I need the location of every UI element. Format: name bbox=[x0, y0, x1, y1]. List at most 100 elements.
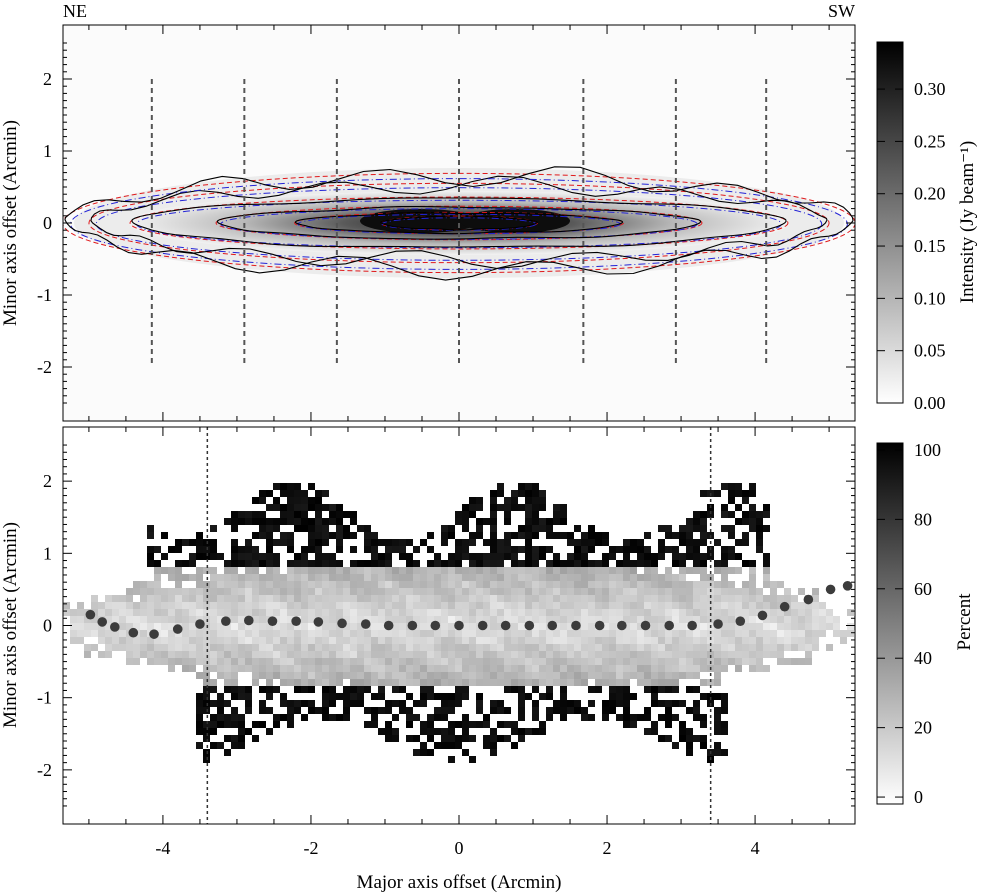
map-pixel bbox=[196, 644, 203, 651]
map-pixel bbox=[210, 721, 217, 728]
map-pixel bbox=[511, 672, 518, 679]
ridge-point bbox=[547, 620, 558, 631]
map-pixel bbox=[497, 574, 504, 581]
map-pixel bbox=[294, 574, 301, 581]
map-pixel bbox=[182, 644, 189, 651]
map-pixel bbox=[280, 595, 287, 602]
map-pixel bbox=[805, 644, 812, 651]
map-pixel bbox=[259, 665, 266, 672]
map-pixel bbox=[364, 602, 371, 609]
map-pixel bbox=[196, 609, 203, 616]
map-pixel bbox=[469, 553, 476, 560]
map-pixel bbox=[686, 532, 693, 539]
map-pixel bbox=[672, 686, 679, 693]
top-colorbar-ticks: 0.000.050.100.150.200.250.30 bbox=[877, 79, 946, 413]
map-pixel bbox=[798, 588, 805, 595]
map-pixel bbox=[497, 588, 504, 595]
map-pixel bbox=[315, 637, 322, 644]
map-pixel bbox=[581, 602, 588, 609]
map-pixel bbox=[343, 532, 350, 539]
map-pixel bbox=[385, 574, 392, 581]
map-pixel bbox=[497, 679, 504, 686]
map-pixel bbox=[518, 630, 525, 637]
map-pixel bbox=[560, 693, 567, 700]
map-pixel bbox=[315, 672, 322, 679]
map-pixel bbox=[385, 602, 392, 609]
map-pixel bbox=[420, 616, 427, 623]
map-pixel bbox=[560, 672, 567, 679]
map-pixel bbox=[497, 735, 504, 742]
map-pixel bbox=[224, 721, 231, 728]
map-pixel bbox=[700, 560, 707, 567]
map-pixel bbox=[322, 707, 329, 714]
map-pixel bbox=[294, 567, 301, 574]
map-pixel bbox=[322, 637, 329, 644]
map-pixel bbox=[658, 553, 665, 560]
map-pixel bbox=[371, 567, 378, 574]
ridge-point bbox=[713, 619, 723, 629]
map-pixel bbox=[469, 672, 476, 679]
map-pixel bbox=[546, 665, 553, 672]
map-pixel bbox=[252, 616, 259, 623]
map-pixel bbox=[504, 665, 511, 672]
map-pixel bbox=[210, 602, 217, 609]
map-pixel bbox=[679, 728, 686, 735]
map-pixel bbox=[441, 679, 448, 686]
map-pixel bbox=[728, 581, 735, 588]
map-pixel bbox=[259, 644, 266, 651]
colorbar-tick-label: 0.05 bbox=[914, 341, 946, 361]
map-pixel bbox=[448, 693, 455, 700]
map-pixel bbox=[672, 560, 679, 567]
map-pixel bbox=[553, 553, 560, 560]
map-pixel bbox=[420, 693, 427, 700]
map-pixel bbox=[560, 574, 567, 581]
ridge-point bbox=[617, 620, 627, 631]
map-pixel bbox=[581, 567, 588, 574]
map-pixel bbox=[658, 630, 665, 637]
map-pixel bbox=[630, 714, 637, 721]
map-pixel bbox=[259, 602, 266, 609]
map-pixel bbox=[70, 616, 77, 623]
map-pixel bbox=[371, 609, 378, 616]
map-pixel bbox=[385, 658, 392, 665]
map-pixel bbox=[406, 665, 413, 672]
map-pixel bbox=[644, 609, 651, 616]
map-pixel bbox=[476, 602, 483, 609]
map-pixel bbox=[280, 630, 287, 637]
map-pixel bbox=[735, 602, 742, 609]
map-pixel bbox=[756, 616, 763, 623]
map-pixel bbox=[532, 581, 539, 588]
map-pixel bbox=[378, 658, 385, 665]
map-pixel bbox=[490, 525, 497, 532]
map-pixel bbox=[462, 518, 469, 525]
map-pixel bbox=[644, 686, 651, 693]
map-pixel bbox=[651, 637, 658, 644]
map-pixel bbox=[539, 616, 546, 623]
map-pixel bbox=[714, 707, 721, 714]
map-pixel bbox=[392, 714, 399, 721]
map-pixel bbox=[126, 651, 133, 658]
map-pixel bbox=[623, 609, 630, 616]
map-pixel bbox=[749, 518, 756, 525]
map-pixel bbox=[532, 637, 539, 644]
map-pixel bbox=[343, 672, 350, 679]
map-pixel bbox=[756, 518, 763, 525]
map-pixel bbox=[700, 539, 707, 546]
map-pixel bbox=[350, 630, 357, 637]
map-pixel bbox=[714, 588, 721, 595]
map-pixel bbox=[588, 560, 595, 567]
map-pixel bbox=[140, 644, 147, 651]
map-pixel bbox=[238, 553, 245, 560]
map-pixel bbox=[567, 637, 574, 644]
map-pixel bbox=[658, 700, 665, 707]
map-pixel bbox=[322, 623, 329, 630]
map-pixel bbox=[245, 511, 252, 518]
map-pixel bbox=[315, 651, 322, 658]
map-pixel bbox=[504, 735, 511, 742]
map-pixel bbox=[490, 588, 497, 595]
map-pixel bbox=[371, 630, 378, 637]
map-pixel bbox=[833, 616, 840, 623]
map-pixel bbox=[595, 532, 602, 539]
map-pixel bbox=[833, 630, 840, 637]
map-pixel bbox=[217, 637, 224, 644]
